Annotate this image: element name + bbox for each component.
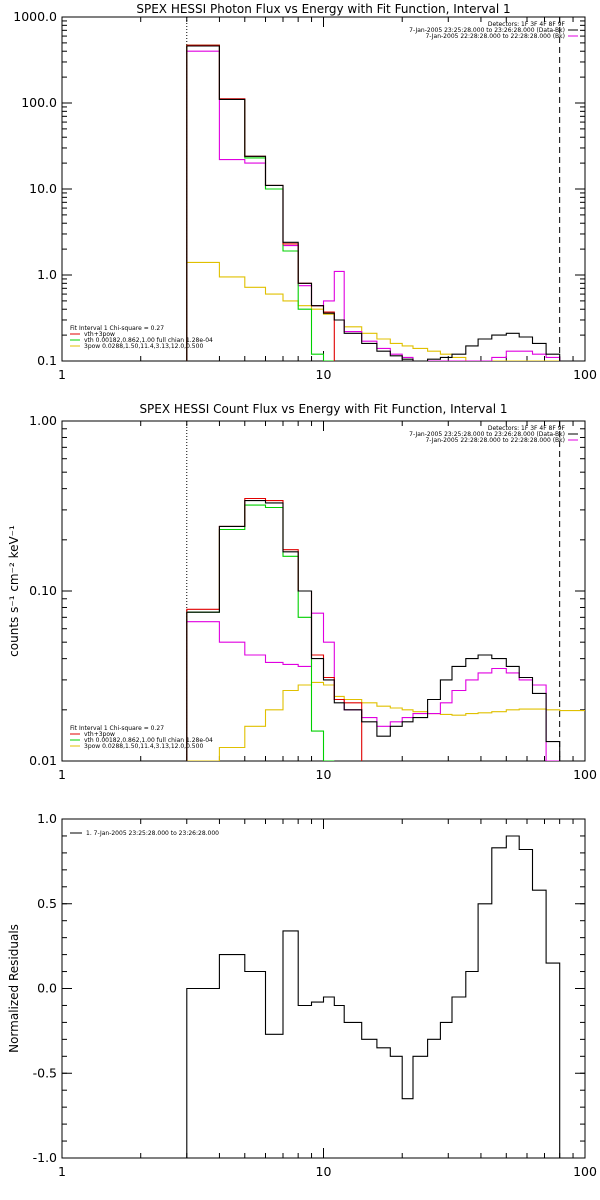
y-tick-label: 1.0 (37, 267, 57, 282)
series-vth (186, 44, 335, 361)
y-tick-label: 0.1 (37, 353, 57, 368)
x-tick-label: 1 (58, 767, 66, 782)
series-bk (186, 50, 561, 361)
plot-frame (61, 818, 586, 1159)
legend-entry-label: 7-Jan-2005 23:25:28.000 to 23:26:28.000 … (409, 27, 565, 34)
x-tick-label: 100 (573, 767, 597, 782)
y-tick-label: -0.5 (33, 1065, 57, 1080)
y-tick-label: 0.0 (37, 981, 57, 996)
y-tick-label: 100.0 (21, 95, 57, 110)
y-tick-label: 10.0 (29, 181, 57, 196)
y-tick-label: 0.01 (29, 753, 57, 768)
y-tick-label: 1000.0 (13, 9, 57, 24)
y-tick-label: 1.00 (29, 413, 57, 428)
y-tick-label: 0.10 (29, 583, 57, 598)
legend-entry-label: 3pow 0.0288,1.50,11.4,3.13,12.0,0.500 (84, 743, 203, 750)
series-resid (186, 835, 561, 1158)
series-data (186, 45, 561, 361)
x-tick-label: 10 (316, 767, 332, 782)
chart-title: SPEX HESSI Count Flux vs Energy with Fit… (139, 402, 507, 416)
y-tick-label: 1.0 (37, 811, 57, 826)
legend-entry-label: 3pow 0.0288,1.50,11.4,3.13,12.0,0.500 (84, 343, 203, 350)
series-pow (186, 261, 560, 361)
y-axis-title: Normalized Residuals (7, 924, 21, 1053)
x-tick-label: 100 (573, 367, 597, 382)
legend-fit-interval: Fit Interval 1 Chi-square = 0.27 (70, 325, 164, 332)
legend-entry-label: vth+3pow (84, 331, 115, 338)
x-tick-label: 1 (58, 1164, 66, 1179)
legend-entry-label: vth 0.00182,0.862,1.00 full chian 1.28e-… (84, 737, 213, 744)
y-tick-label: 0.5 (37, 896, 57, 911)
chart-panel-2: SPEX HESSI Count Flux vs Energy with Fit… (7, 402, 597, 782)
x-tick-label: 10 (316, 367, 332, 382)
legend-fit-interval: Fit Interval 1 Chi-square = 0.27 (70, 725, 164, 732)
x-tick-label: 1 (58, 367, 66, 382)
x-tick-label: 100 (573, 1164, 597, 1179)
legend-entry-label: 7-Jan-2005 22:28:28.000 to 22:28:28.000 … (425, 33, 565, 40)
legend-entry-label: 1. 7-Jan-2005 23:25:28.000 to 23:26:28.0… (86, 830, 219, 837)
chart-title: SPEX HESSI Photon Flux vs Energy with Fi… (136, 2, 510, 16)
y-tick-label: -1.0 (33, 1150, 57, 1165)
series-bk (186, 612, 560, 761)
series-fit (186, 497, 363, 761)
y-axis-title: counts s⁻¹ cm⁻² keV⁻¹ (7, 525, 21, 657)
legend-entry-label: 7-Jan-2005 22:28:28.000 to 22:28:28.000 … (425, 437, 565, 444)
series-vth (186, 504, 335, 761)
legend-entry-label: vth 0.00182,0.862,1.00 full chian 1.28e-… (84, 337, 213, 344)
legend-entry-label: 7-Jan-2005 23:25:28.000 to 23:26:28.000 … (409, 431, 565, 438)
chart-panel-3: Normalized Residuals 1 10 100 -1.0 -0.5 0.0 0.5… (7, 811, 597, 1179)
legend-detectors: Detectors: 1F 3F 4F 8F 9F (488, 21, 566, 28)
series-pow (186, 681, 585, 761)
series-data (186, 500, 561, 761)
legend-entry-label: vth+3pow (84, 731, 115, 738)
series-fit (186, 44, 335, 361)
legend-detectors: Detectors: 1F 3F 4F 8F 9F (488, 425, 566, 432)
x-tick-label: 10 (316, 1164, 332, 1179)
chart-panel-1: SPEX HESSI Photon Flux vs Energy with Fi… (13, 2, 597, 382)
